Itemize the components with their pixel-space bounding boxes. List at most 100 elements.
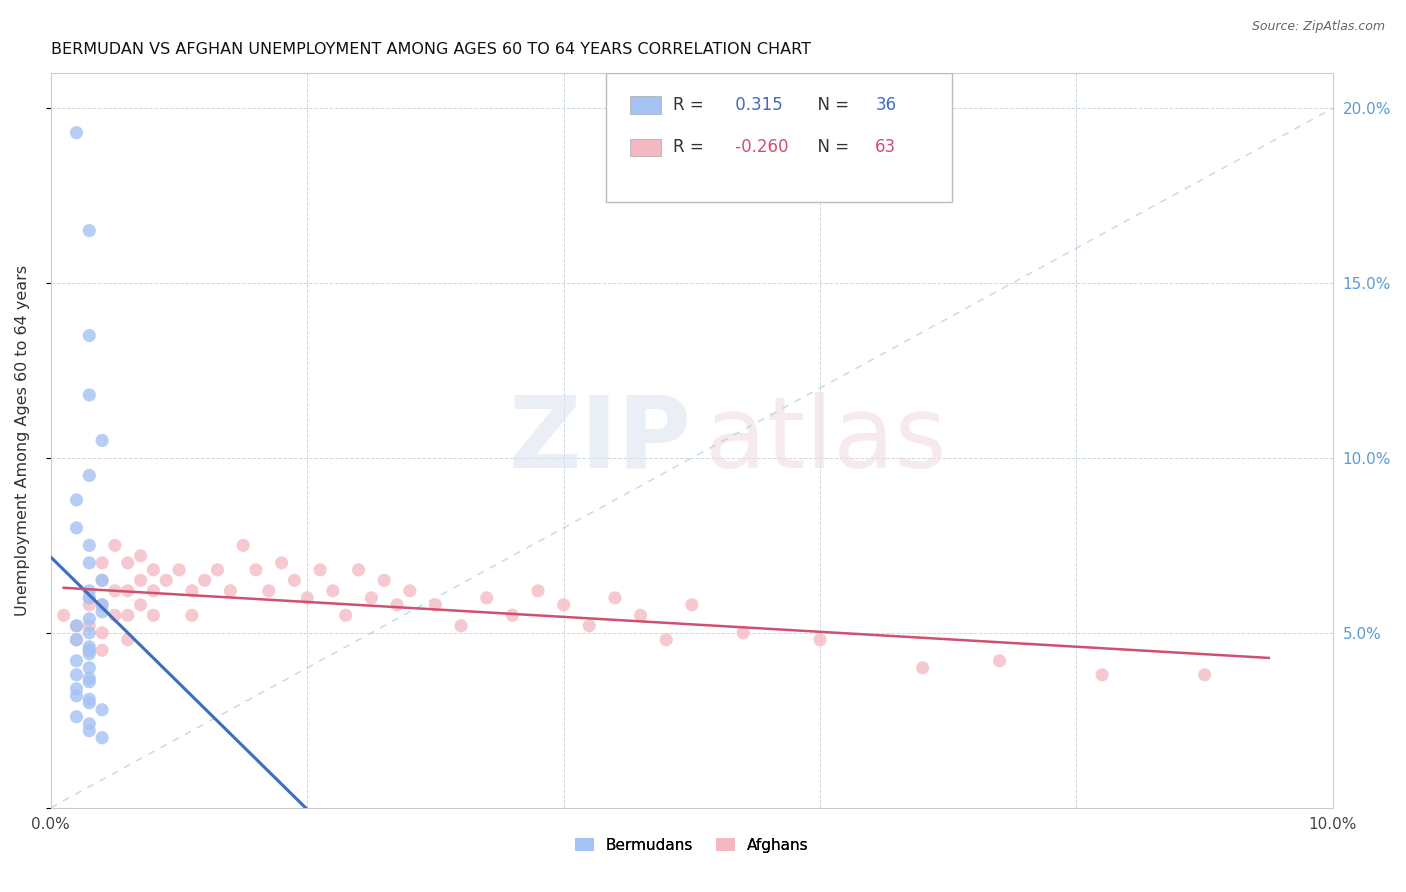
Point	[65, 689, 87, 703]
Point	[79, 640, 101, 654]
Point	[257, 583, 280, 598]
Point	[79, 328, 101, 343]
Point	[79, 674, 101, 689]
Point	[1194, 667, 1216, 681]
Point	[91, 605, 114, 619]
Point	[180, 608, 202, 623]
Point	[91, 598, 114, 612]
FancyBboxPatch shape	[606, 73, 952, 202]
Point	[65, 667, 87, 681]
Point	[79, 591, 101, 605]
Point	[347, 563, 370, 577]
Text: ZIP: ZIP	[509, 392, 692, 489]
Text: N =: N =	[807, 95, 855, 114]
Point	[501, 608, 523, 623]
Point	[180, 583, 202, 598]
Point	[79, 612, 101, 626]
Point	[207, 563, 229, 577]
Point	[65, 619, 87, 633]
Point	[553, 598, 575, 612]
Point	[360, 591, 382, 605]
Point	[79, 643, 101, 657]
Point	[91, 574, 114, 588]
Point	[65, 521, 87, 535]
Point	[79, 619, 101, 633]
Text: BERMUDAN VS AFGHAN UNEMPLOYMENT AMONG AGES 60 TO 64 YEARS CORRELATION CHART: BERMUDAN VS AFGHAN UNEMPLOYMENT AMONG AG…	[51, 42, 811, 57]
Point	[79, 468, 101, 483]
Point	[79, 224, 101, 238]
Point	[630, 608, 652, 623]
Point	[91, 556, 114, 570]
Text: 36: 36	[875, 95, 897, 114]
Point	[578, 619, 600, 633]
Text: 0.315: 0.315	[730, 95, 783, 114]
Point	[91, 598, 114, 612]
Point	[117, 632, 139, 647]
Point	[297, 591, 319, 605]
Point	[79, 692, 101, 706]
Point	[232, 538, 254, 552]
Point	[65, 710, 87, 724]
Point	[373, 574, 395, 588]
Point	[398, 583, 420, 598]
Text: R =: R =	[672, 95, 709, 114]
Point	[104, 608, 127, 623]
Point	[117, 583, 139, 598]
Point	[79, 716, 101, 731]
Point	[309, 563, 332, 577]
Point	[385, 598, 408, 612]
Point	[219, 583, 242, 598]
Point	[79, 647, 101, 661]
Point	[194, 574, 217, 588]
Point	[79, 598, 101, 612]
Point	[52, 608, 75, 623]
Point	[603, 591, 626, 605]
Point	[283, 574, 305, 588]
Text: -0.260: -0.260	[730, 138, 789, 156]
Point	[65, 619, 87, 633]
Point	[79, 643, 101, 657]
Point	[79, 696, 101, 710]
Point	[733, 625, 755, 640]
Point	[129, 574, 152, 588]
Point	[129, 549, 152, 563]
Legend: Bermudans, Afghans: Bermudans, Afghans	[569, 831, 814, 859]
Point	[117, 608, 139, 623]
Point	[142, 563, 165, 577]
Point	[65, 126, 87, 140]
Point	[65, 632, 87, 647]
Point	[335, 608, 357, 623]
Text: atlas: atlas	[704, 392, 946, 489]
Point	[104, 583, 127, 598]
Text: R =: R =	[672, 138, 709, 156]
Point	[911, 661, 934, 675]
Point	[475, 591, 498, 605]
Point	[425, 598, 447, 612]
Point	[450, 619, 472, 633]
Point	[527, 583, 550, 598]
Point	[167, 563, 190, 577]
Point	[322, 583, 344, 598]
Text: N =: N =	[807, 138, 855, 156]
Point	[117, 556, 139, 570]
Point	[91, 625, 114, 640]
Text: 63: 63	[875, 138, 897, 156]
Point	[65, 632, 87, 647]
Point	[155, 574, 177, 588]
Point	[91, 574, 114, 588]
Point	[91, 434, 114, 448]
Point	[808, 632, 831, 647]
Point	[79, 538, 101, 552]
Point	[245, 563, 267, 577]
Point	[79, 583, 101, 598]
Text: Source: ZipAtlas.com: Source: ZipAtlas.com	[1251, 20, 1385, 33]
Point	[270, 556, 292, 570]
Point	[104, 538, 127, 552]
Point	[79, 661, 101, 675]
FancyBboxPatch shape	[630, 96, 661, 113]
Point	[79, 388, 101, 402]
Y-axis label: Unemployment Among Ages 60 to 64 years: Unemployment Among Ages 60 to 64 years	[15, 265, 30, 616]
FancyBboxPatch shape	[630, 138, 661, 156]
Point	[1091, 667, 1114, 681]
Point	[129, 598, 152, 612]
